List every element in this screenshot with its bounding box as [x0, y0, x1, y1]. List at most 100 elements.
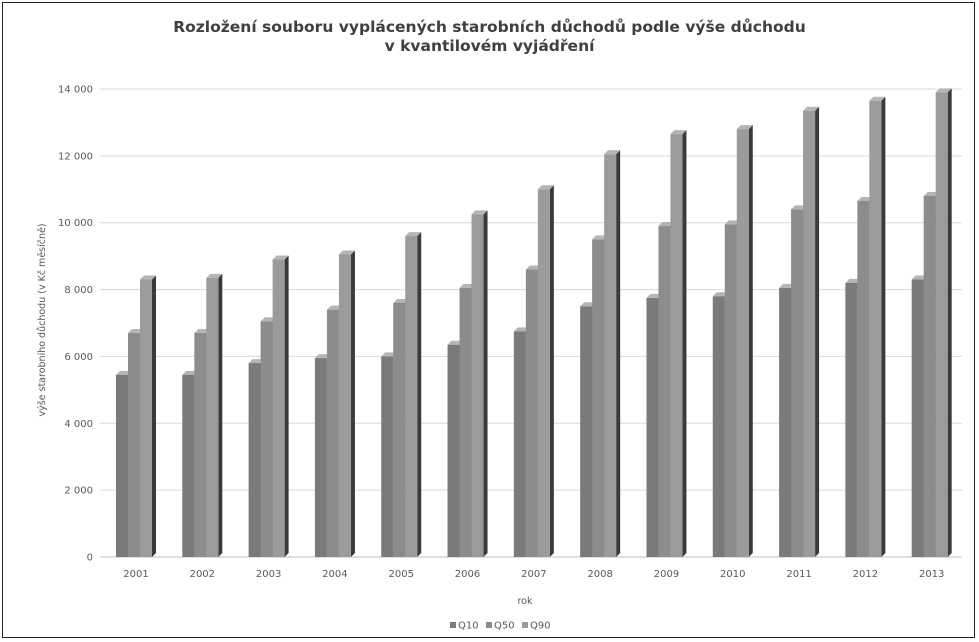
bar-front [724, 224, 737, 557]
bar-front [513, 331, 526, 557]
bar-top [206, 273, 223, 278]
bar-front [248, 363, 261, 557]
x-tick-label: 2009 [654, 569, 679, 580]
bar-q90-2008 [604, 150, 621, 557]
bar-front [381, 356, 394, 557]
bar-front [712, 296, 725, 557]
x-tick-label: 2003 [256, 569, 281, 580]
y-tick-label: 6 000 [64, 352, 93, 363]
bar-q90-2003 [272, 255, 289, 557]
bars [116, 88, 952, 558]
bar-side [417, 232, 422, 558]
bar-side [616, 150, 621, 557]
legend-label-q90: Q90 [530, 621, 551, 632]
bar-front [116, 374, 128, 557]
bar-front [604, 154, 617, 557]
bar-front [140, 279, 152, 557]
bar-front [393, 302, 406, 557]
bar-top [869, 96, 886, 101]
bar-side [152, 275, 156, 557]
chart-title-line-1: Rozložení souboru vyplácených starobních… [173, 18, 806, 36]
bar-front [803, 110, 816, 557]
bar-front [194, 333, 207, 557]
x-tick-label: 2008 [587, 569, 612, 580]
legend-swatch-q50 [486, 622, 492, 628]
y-tick-label: 10 000 [58, 218, 93, 229]
x-tick-label: 2001 [123, 569, 148, 580]
bar-side [682, 130, 687, 557]
y-axis-ticks: 0 2 000 4 000 6 000 8 000 10 000 12 000 14 000 [58, 85, 93, 564]
legend-label-q50: Q50 [494, 621, 515, 632]
bar-front [272, 259, 285, 557]
y-tick-label: 12 000 [58, 151, 93, 162]
bar-front [646, 297, 659, 557]
bar-q90-2001 [140, 275, 156, 557]
bar-front [923, 195, 936, 557]
x-tick-label: 2004 [322, 569, 347, 580]
legend-swatch-q90 [522, 622, 528, 628]
legend-swatch-q10 [450, 622, 456, 628]
bar-front [935, 92, 948, 557]
bar-side [350, 250, 355, 557]
chart-title: Rozložení souboru vyplácených starobních… [0, 18, 979, 56]
bar-q90-2002 [206, 273, 223, 557]
legend: Q10 Q50 Q90 [450, 621, 551, 632]
bar-front [447, 344, 460, 557]
bar-front [206, 277, 219, 557]
bar-top [935, 88, 952, 93]
bar-front [670, 134, 683, 557]
bar-q90-2012 [869, 96, 886, 557]
bar-top [736, 125, 753, 130]
bar-side [284, 255, 289, 557]
bar-front [326, 309, 339, 557]
bar-front [128, 333, 140, 557]
bar-q90-2004 [338, 250, 355, 557]
x-tick-label: 2010 [720, 569, 745, 580]
bar-q90-2013 [935, 88, 952, 557]
bar-front [525, 269, 538, 557]
chart-title-line-2: v kvantilovém vyjádření [384, 37, 595, 55]
bar-side [748, 125, 753, 557]
bar-side [218, 273, 223, 557]
y-axis-label: výše starobního důchodu (v Kč měsíčně) [37, 223, 48, 416]
x-tick-label: 2011 [786, 569, 811, 580]
bar-top [272, 255, 289, 260]
x-tick-label: 2013 [919, 569, 944, 580]
x-tick-label: 2006 [455, 569, 480, 580]
bar-top [670, 130, 687, 135]
bar-front [537, 189, 550, 558]
bar-q90-2009 [670, 130, 687, 557]
x-tick-label: 2005 [389, 569, 414, 580]
y-tick-label: 14 000 [58, 85, 93, 96]
x-axis-label: rok [517, 596, 533, 607]
bar-q90-2007 [537, 185, 554, 558]
bar-q90-2006 [471, 210, 488, 557]
y-tick-label: 4 000 [64, 419, 93, 430]
bar-q90-2005 [405, 232, 422, 558]
bar-top [140, 275, 156, 280]
bar-top [604, 150, 621, 155]
bar-front [779, 287, 792, 557]
bar-front [459, 287, 472, 557]
bar-front [592, 239, 605, 557]
bar-front [338, 254, 351, 557]
bar-front [580, 306, 593, 557]
bar-q90-2010 [736, 125, 753, 557]
bar-front [911, 279, 924, 557]
bar-front [314, 358, 327, 557]
bar-front [471, 214, 484, 557]
bar-top [537, 185, 554, 190]
bar-front [791, 209, 804, 558]
bar-front [869, 100, 882, 557]
bar-front [658, 226, 671, 558]
bar-front [736, 129, 749, 557]
bar-side [947, 88, 952, 557]
bar-top [405, 232, 422, 237]
bar-side [483, 210, 488, 557]
bar-side [549, 185, 554, 558]
bar-top [471, 210, 488, 215]
bar-front [845, 282, 858, 557]
x-tick-label: 2002 [190, 569, 215, 580]
bar-front [405, 236, 418, 558]
